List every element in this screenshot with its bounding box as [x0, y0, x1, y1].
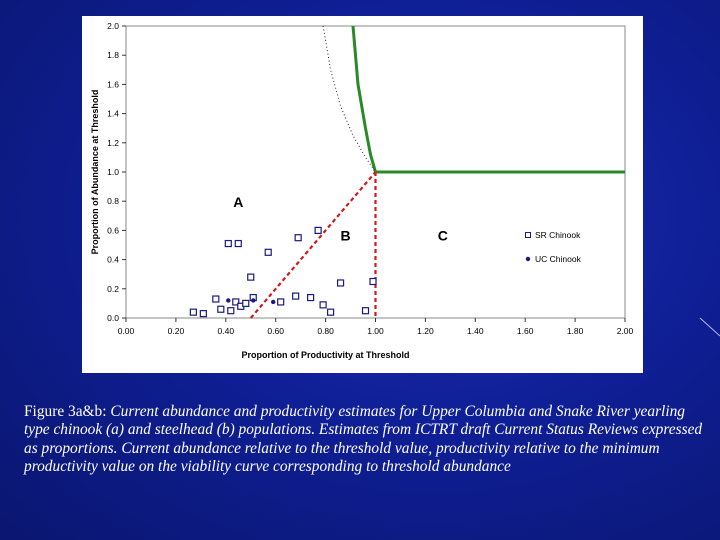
- figure-caption: Figure 3a&b: Current abundance and produ…: [24, 403, 714, 476]
- caption-body: Current abundance and productivity estim…: [24, 403, 702, 475]
- caption-lead: Figure 3a&b:: [24, 403, 110, 420]
